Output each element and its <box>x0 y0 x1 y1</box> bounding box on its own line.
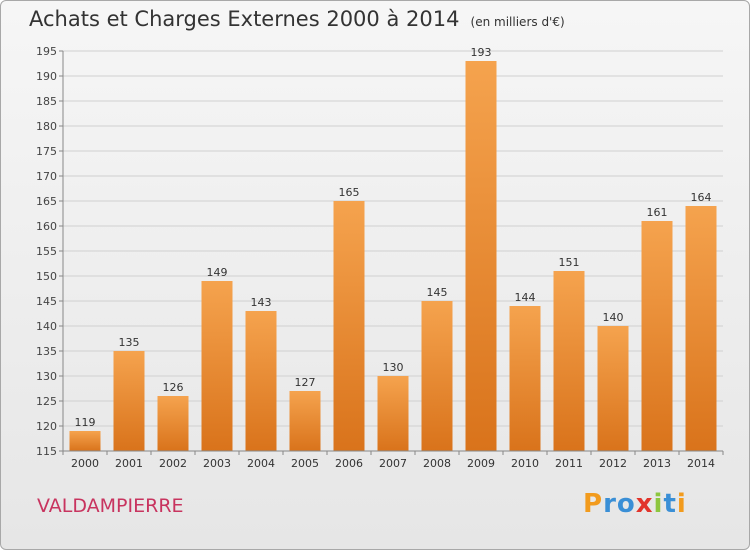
chart-title-block: Achats et Charges Externes 2000 à 2014 (… <box>29 7 565 31</box>
data-label: 145 <box>427 286 448 299</box>
y-tick-label: 195 <box>36 45 57 58</box>
data-label: 126 <box>163 381 184 394</box>
y-tick-label: 130 <box>36 370 57 383</box>
x-tick-label: 2005 <box>291 457 319 470</box>
x-tick-label: 2004 <box>247 457 275 470</box>
bar <box>553 271 585 451</box>
logo-letter: o <box>616 489 636 519</box>
x-tick-label: 2002 <box>159 457 187 470</box>
data-label: 165 <box>339 186 360 199</box>
logo-letter: r <box>603 489 617 519</box>
data-label: 151 <box>559 256 580 269</box>
data-label: 193 <box>471 46 492 59</box>
x-tick-label: 2006 <box>335 457 363 470</box>
y-tick-label: 135 <box>36 345 57 358</box>
bar <box>69 431 101 451</box>
logo-letter: t <box>663 489 677 519</box>
proxiti-logo[interactable]: Proxiti <box>583 489 687 519</box>
bar <box>289 391 321 451</box>
y-tick-label: 125 <box>36 395 57 408</box>
x-tick-label: 2008 <box>423 457 451 470</box>
data-label: 140 <box>603 311 624 324</box>
x-tick-label: 2001 <box>115 457 143 470</box>
x-tick-label: 2011 <box>555 457 583 470</box>
y-tick-label: 115 <box>36 445 57 458</box>
y-tick-label: 185 <box>36 95 57 108</box>
x-tick-label: 2010 <box>511 457 539 470</box>
y-tick-label: 145 <box>36 295 57 308</box>
data-label: 143 <box>251 296 272 309</box>
y-tick-label: 160 <box>36 220 57 233</box>
data-label: 119 <box>75 416 96 429</box>
bar <box>113 351 145 451</box>
bar <box>465 61 497 451</box>
y-tick-label: 140 <box>36 320 57 333</box>
bar <box>201 281 233 451</box>
bar <box>245 311 277 451</box>
data-label: 149 <box>207 266 228 279</box>
x-tick-label: 2009 <box>467 457 495 470</box>
y-tick-label: 180 <box>36 120 57 133</box>
y-tick-label: 175 <box>36 145 57 158</box>
logo-letter: i <box>676 489 687 519</box>
data-label: 164 <box>691 191 712 204</box>
bar <box>377 376 409 451</box>
bar <box>157 396 189 451</box>
data-label: 130 <box>383 361 404 374</box>
y-tick-label: 120 <box>36 420 57 433</box>
logo-letter: P <box>583 489 604 519</box>
x-tick-label: 2007 <box>379 457 407 470</box>
bar <box>641 221 673 451</box>
chart-subtitle: (en milliers d'€) <box>470 15 565 29</box>
chart-title: Achats et Charges Externes 2000 à 2014 <box>29 7 460 31</box>
x-tick-label: 2000 <box>71 457 99 470</box>
x-tick-label: 2014 <box>687 457 715 470</box>
y-tick-label: 165 <box>36 195 57 208</box>
data-label: 135 <box>119 336 140 349</box>
y-tick-label: 170 <box>36 170 57 183</box>
data-label: 127 <box>295 376 316 389</box>
bar <box>597 326 629 451</box>
bar <box>421 301 453 451</box>
data-label: 144 <box>515 291 536 304</box>
bar <box>333 201 365 451</box>
x-tick-label: 2013 <box>643 457 671 470</box>
bars: 119 135 126 149 143 127 165 130 145 193 144 151 140 1… <box>69 46 717 451</box>
y-tick-label: 155 <box>36 245 57 258</box>
data-label: 161 <box>647 206 668 219</box>
y-tick-label: 190 <box>36 70 57 83</box>
x-tick-label: 2003 <box>203 457 231 470</box>
bar <box>685 206 717 451</box>
x-tick-label: 2012 <box>599 457 627 470</box>
bar <box>509 306 541 451</box>
y-tick-label: 150 <box>36 270 57 283</box>
place-name: VALDAMPIERRE <box>37 495 184 517</box>
logo-letter: x <box>635 489 654 519</box>
axes: 115 120 125 130 135 140 145 150 155 160 165 170 175 1… <box>36 45 724 470</box>
logo-letter: i <box>653 489 664 519</box>
